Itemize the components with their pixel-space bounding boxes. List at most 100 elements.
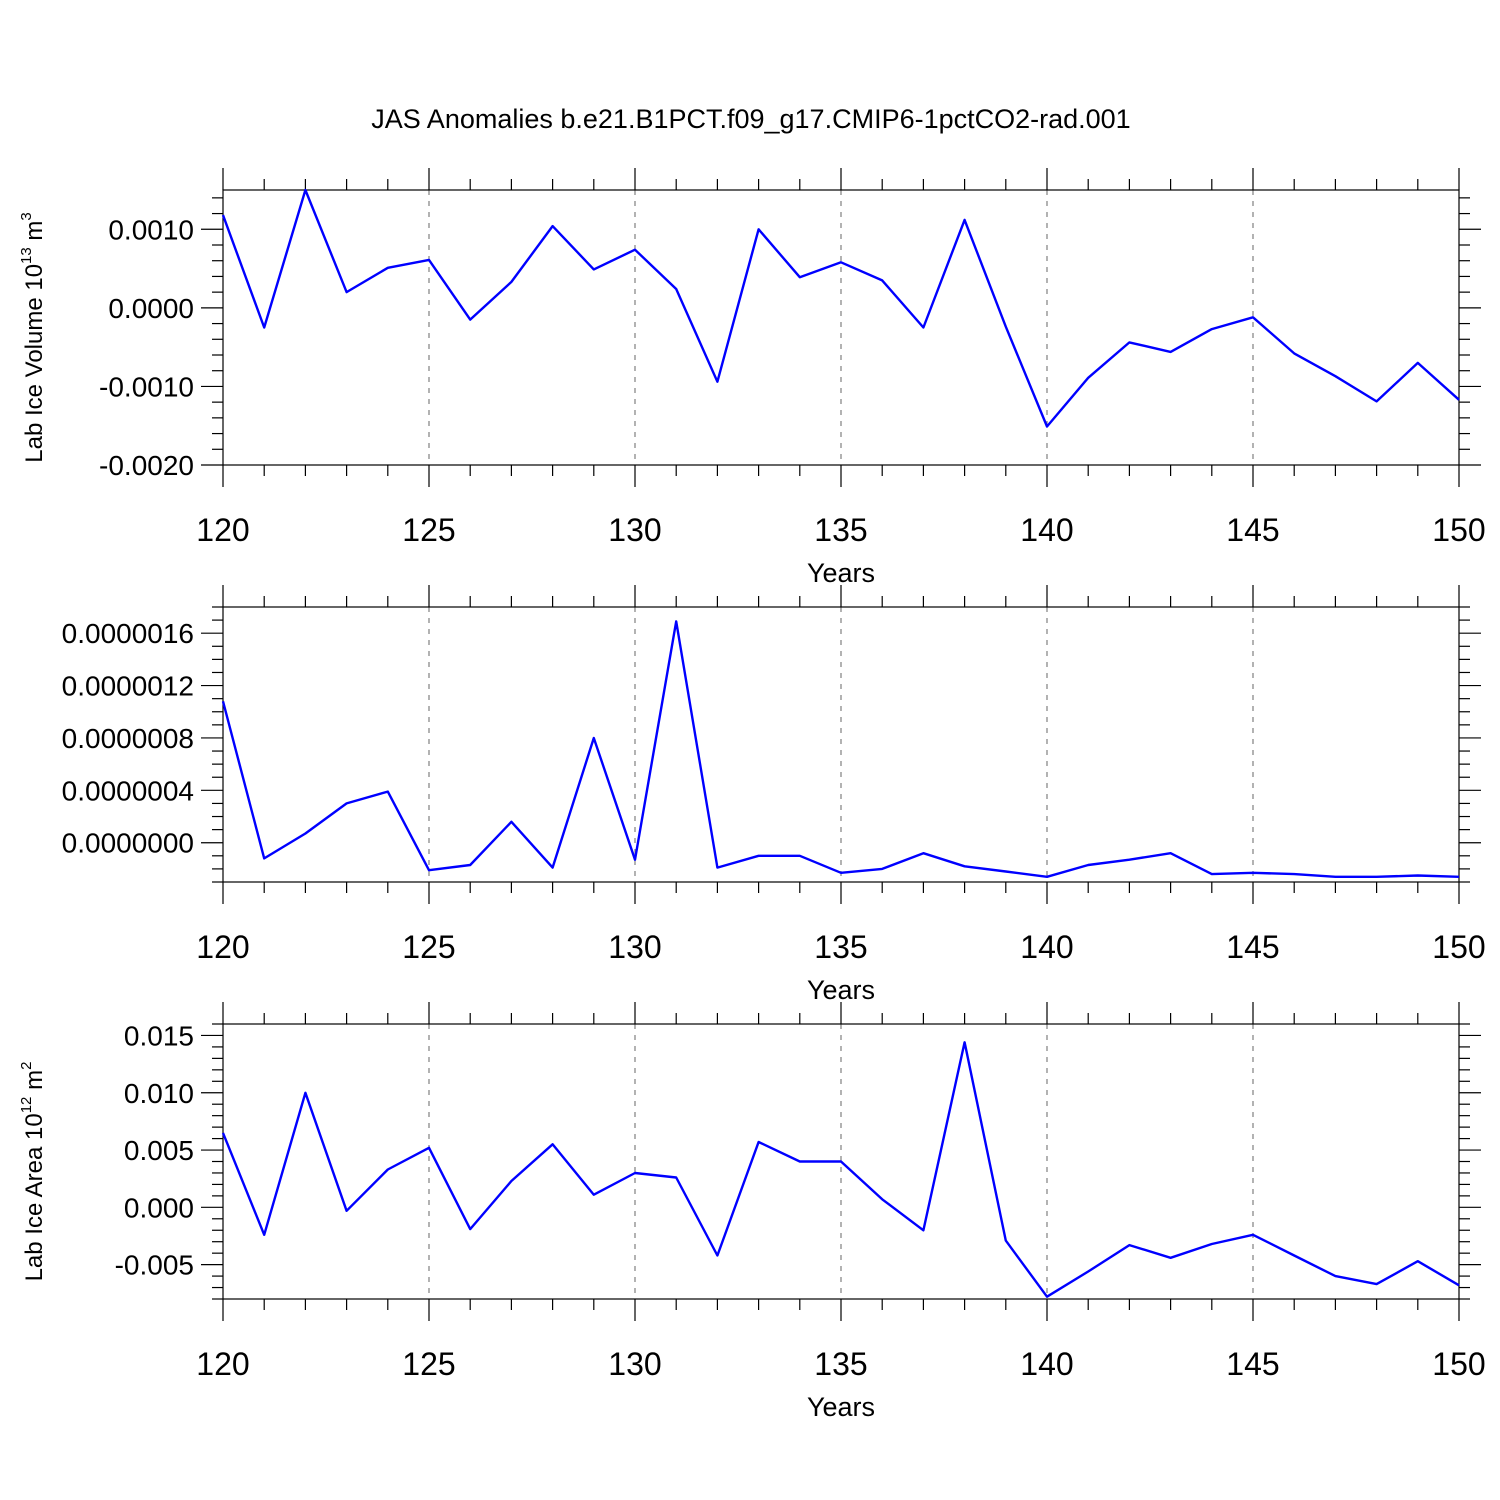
x-tick-label-145: 145 <box>1226 1346 1279 1382</box>
y-axis-label-superscript: 13 <box>18 247 35 264</box>
data-point-121 <box>262 325 266 329</box>
y-axis-label-text: Lab Ice Volume 10 <box>21 264 48 463</box>
data-point-146 <box>1292 872 1296 876</box>
x-axis-label: Years <box>807 1392 875 1422</box>
data-point-124 <box>386 266 390 270</box>
y-axis-label-text: Lab Ice Area 10 <box>21 1113 48 1281</box>
x-tick-label-125: 125 <box>402 512 455 548</box>
y-tick-label: 0.0010 <box>108 214 194 245</box>
x-tick-label-130: 130 <box>608 929 661 965</box>
data-point-145 <box>1251 315 1255 319</box>
data-point-124 <box>386 789 390 793</box>
data-point-123 <box>344 290 348 294</box>
data-point-120 <box>221 1131 225 1135</box>
data-point-147 <box>1333 374 1337 378</box>
data-point-135 <box>839 260 843 264</box>
data-point-120 <box>221 213 225 217</box>
y-axis-label-text: m <box>21 1070 48 1097</box>
data-point-140 <box>1045 424 1049 428</box>
data-point-140 <box>1045 875 1049 879</box>
series-line <box>221 620 1460 878</box>
data-point-149 <box>1416 1259 1420 1263</box>
data-point-129 <box>592 1193 596 1197</box>
x-axis-label: Years <box>807 975 875 1005</box>
data-point-130 <box>633 858 637 862</box>
x-tick-label-125: 125 <box>402 1346 455 1382</box>
data-point-139 <box>1004 869 1008 873</box>
series-line <box>221 1041 1460 1298</box>
data-point-138 <box>962 1040 966 1044</box>
x-tick-label-125: 125 <box>402 929 455 965</box>
data-point-122 <box>303 831 307 835</box>
x-tick-label-135: 135 <box>814 929 867 965</box>
data-point-139 <box>1004 1238 1008 1242</box>
data-point-129 <box>592 736 596 740</box>
data-point-123 <box>344 1209 348 1213</box>
data-point-128 <box>550 224 554 228</box>
data-point-141 <box>1086 1269 1090 1273</box>
y-tick-label: -0.0020 <box>99 450 194 481</box>
data-point-124 <box>386 1167 390 1171</box>
data-point-131 <box>674 619 678 623</box>
data-point-130 <box>633 248 637 252</box>
figure-title: JAS Anomalies b.e21.B1PCT.f09_g17.CMIP6-… <box>371 104 1130 134</box>
data-point-134 <box>798 854 802 858</box>
x-tick-label-140: 140 <box>1020 1346 1073 1382</box>
y-tick-label: 0.010 <box>124 1078 194 1109</box>
x-tick-label-140: 140 <box>1020 512 1073 548</box>
data-point-150 <box>1457 875 1461 879</box>
data-point-132 <box>715 865 719 869</box>
data-point-150 <box>1457 398 1461 402</box>
data-point-137 <box>921 325 925 329</box>
data-point-148 <box>1374 399 1378 403</box>
data-point-130 <box>633 1171 637 1175</box>
data-point-125 <box>427 1146 431 1150</box>
data-point-126 <box>468 863 472 867</box>
data-point-144 <box>1210 1242 1214 1246</box>
y-tick-label: 0.005 <box>124 1135 194 1166</box>
y-tick-label: 0.0000016 <box>62 618 194 649</box>
data-point-143 <box>1168 851 1172 855</box>
data-point-148 <box>1374 875 1378 879</box>
data-point-144 <box>1210 327 1214 331</box>
y-axis-label-text: m <box>21 221 48 248</box>
y-tick-label: 0.0000004 <box>62 775 194 806</box>
data-point-145 <box>1251 1233 1255 1237</box>
x-tick-label-130: 130 <box>608 512 661 548</box>
data-point-136 <box>880 1197 884 1201</box>
data-point-146 <box>1292 1253 1296 1257</box>
data-point-120 <box>221 699 225 703</box>
data-point-126 <box>468 317 472 321</box>
data-point-147 <box>1333 875 1337 879</box>
data-point-135 <box>839 871 843 875</box>
x-tick-label-150: 150 <box>1432 512 1485 548</box>
y-tick-label: 0.0000000 <box>62 828 194 859</box>
y-tick-label: 0.000 <box>124 1192 194 1223</box>
series-line <box>221 188 1460 428</box>
panels: 120 125 130 135 140 145 150 -0.0020 -0.0010 0.000… <box>18 168 1486 1422</box>
y-tick-label: 0.015 <box>124 1020 194 1051</box>
data-point-131 <box>674 1175 678 1179</box>
x-tick-label-135: 135 <box>814 512 867 548</box>
data-point-143 <box>1168 1256 1172 1260</box>
chart-panel-2: 120 125 130 135 140 145 150 0.0000000 0.0000004 0… <box>62 585 1486 1005</box>
data-point-122 <box>303 1091 307 1095</box>
data-point-133 <box>756 227 760 231</box>
data-point-127 <box>509 280 513 284</box>
data-point-132 <box>715 1253 719 1257</box>
data-point-133 <box>756 1140 760 1144</box>
x-tick-label-150: 150 <box>1432 929 1485 965</box>
x-tick-label-140: 140 <box>1020 929 1073 965</box>
y-axis-label: Lab Ice Volume 1013 m3 <box>18 212 48 463</box>
data-point-125 <box>427 258 431 262</box>
data-point-138 <box>962 864 966 868</box>
y-tick-label: -0.0010 <box>99 371 194 402</box>
y-tick-label: 0.0000008 <box>62 723 194 754</box>
chart-panel-3: 120 125 130 135 140 145 150 -0.005 0.000 0.005 0.0… <box>18 1002 1486 1422</box>
data-point-133 <box>756 854 760 858</box>
data-point-140 <box>1045 1295 1049 1299</box>
data-point-136 <box>880 278 884 282</box>
data-point-123 <box>344 801 348 805</box>
data-point-141 <box>1086 376 1090 380</box>
